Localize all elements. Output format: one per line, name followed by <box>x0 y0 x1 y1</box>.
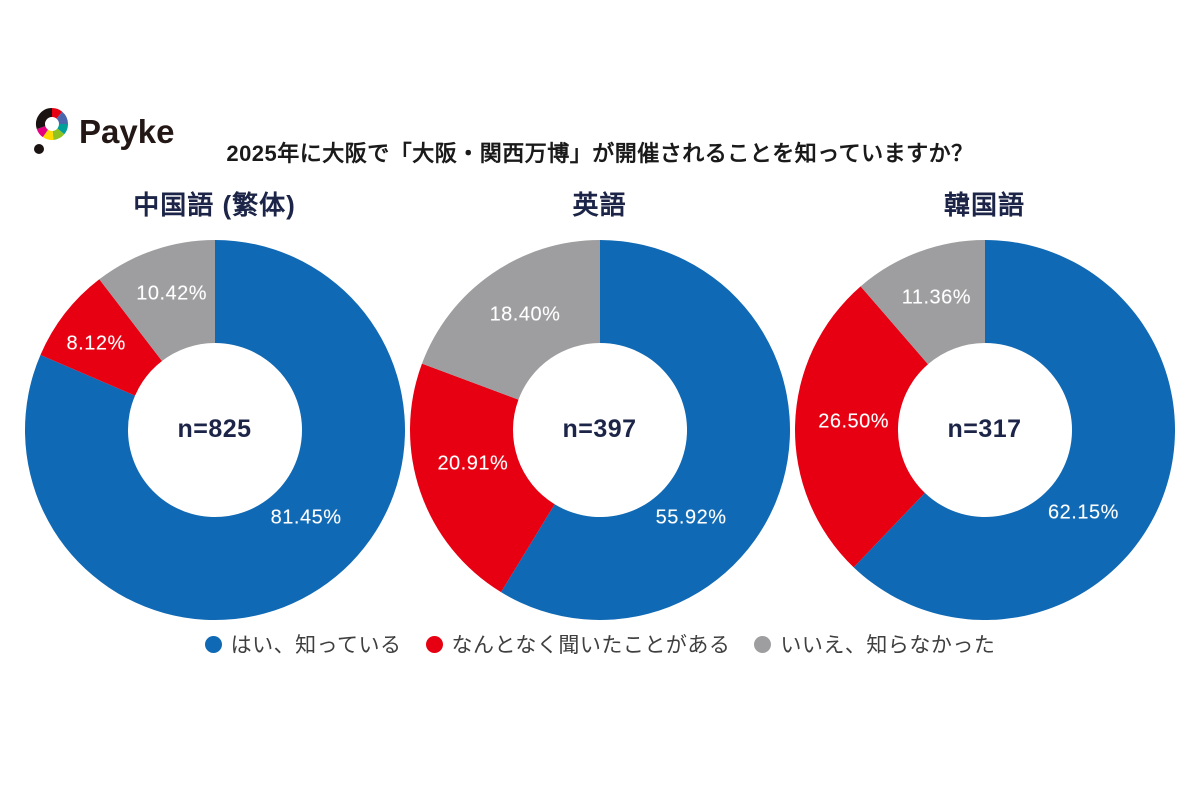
legend-item-2: いいえ、知らなかった <box>754 629 995 659</box>
donut-slice-2 <box>860 240 985 365</box>
slice-percent-label: 10.42% <box>136 282 208 305</box>
legend-label: なんとなく聞いたことがある <box>451 634 731 657</box>
donut-slice-2 <box>421 240 600 400</box>
donut-svg <box>794 240 1175 620</box>
donut-slice-0 <box>853 240 1175 620</box>
legend-dot-icon <box>204 635 222 653</box>
donut-svg <box>409 240 790 620</box>
slice-percent-label: 8.12% <box>66 332 126 355</box>
chart-title: 中国語 (繁体) <box>133 190 296 220</box>
page-title: 2025年に大阪で「大阪・関西万博」が開催されることを知っていますか？ <box>226 141 974 166</box>
donut-svg <box>24 240 405 620</box>
donut-slice-1 <box>409 363 555 593</box>
sample-size-label: n=397 <box>562 414 637 443</box>
legend-dot-icon <box>754 635 772 653</box>
donut-chart-2: 韓国語 62.15% 26.50% 11.36% n=317 <box>792 188 1177 620</box>
legend-label: はい、知っている <box>230 634 402 657</box>
donut-slice-0 <box>500 240 790 620</box>
donut-plot-area: 62.15% 26.50% 11.36% n=317 <box>794 240 1175 620</box>
legend-item-1: なんとなく聞いたことがある <box>425 629 731 659</box>
logo-ring-segment <box>51 108 63 119</box>
donut-chart-1: 英語 55.92% 20.91% 18.40% n=397 <box>407 188 792 620</box>
slice-percent-label: 18.40% <box>489 303 561 326</box>
sample-size-label: n=825 <box>177 414 252 443</box>
donut-slice-1 <box>794 286 928 568</box>
legend-dot-icon <box>425 635 443 653</box>
legend-item-0: はい、知っている <box>204 629 402 659</box>
donut-plot-area: 55.92% 20.91% 18.40% n=397 <box>409 240 790 620</box>
slice-percent-label: 62.15% <box>1048 501 1119 524</box>
legend-label: いいえ、知らなかった <box>780 634 996 657</box>
slice-percent-label: 20.91% <box>437 452 509 475</box>
slice-percent-label: 26.50% <box>818 410 890 433</box>
donut-slice-0 <box>24 240 405 620</box>
chart-title: 韓国語 <box>943 190 1025 220</box>
donut-chart-0: 中国語 (繁体) 81.45% 8.12% 10.42% n=825 <box>22 188 407 620</box>
logo-ring-segment <box>36 108 53 129</box>
chart-title: 英語 <box>572 190 627 220</box>
slice-percent-label: 11.36% <box>901 286 972 309</box>
donut-slice-2 <box>98 240 215 361</box>
slice-percent-label: 55.92% <box>655 506 727 529</box>
slice-percent-label: 81.45% <box>270 506 342 529</box>
donut-plot-area: 81.45% 8.12% 10.42% n=825 <box>24 240 405 620</box>
charts-row: 中国語 (繁体) 81.45% 8.12% 10.42% n=825 英語 55.92% 20… <box>22 188 1177 620</box>
legend: はい、知っている なんとなく聞いたことがある いいえ、知らなかった <box>0 629 1200 659</box>
logo-dot <box>34 144 44 154</box>
logo-ring-segment <box>42 129 54 140</box>
payke-logo-icon <box>34 108 68 154</box>
payke-logo-text: Payke <box>79 113 175 150</box>
donut-slice-1 <box>39 279 162 396</box>
logo-ring-segment <box>52 128 65 140</box>
sample-size-label: n=317 <box>947 414 1022 443</box>
logo-ring-segment <box>36 125 49 138</box>
logo-ring-segment <box>56 111 68 125</box>
logo-ring-segment <box>57 123 68 135</box>
payke-logo: Payke <box>30 106 174 158</box>
